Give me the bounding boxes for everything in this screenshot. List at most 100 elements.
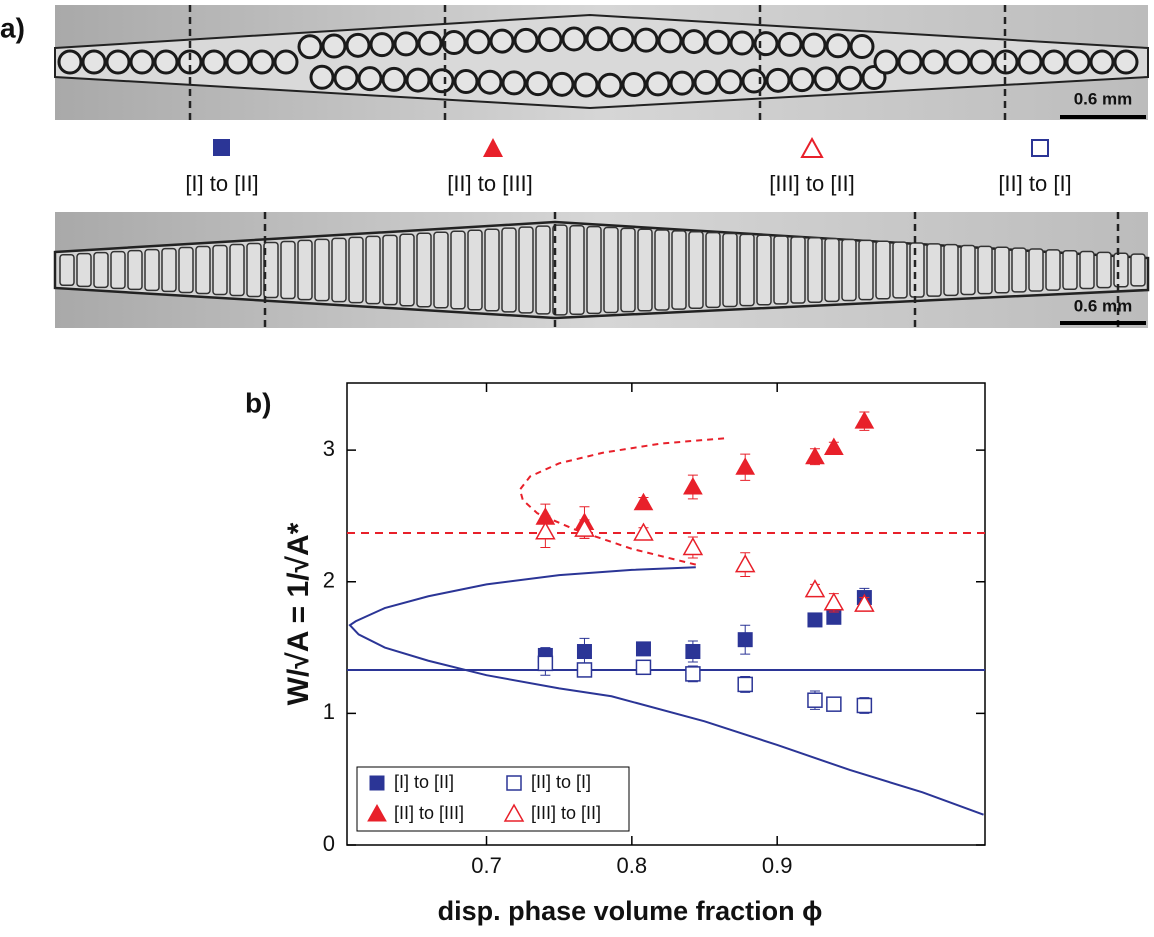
droplet [897,49,923,75]
droplet [549,71,575,97]
cell [909,242,925,298]
droplet [849,34,875,60]
droplet [249,49,275,75]
x-tick-label: 0.7 [471,853,502,878]
cell [348,236,364,304]
y-tick-label: 1 [323,699,335,724]
cell [331,237,347,303]
droplet [381,66,407,92]
legend-box [356,766,630,832]
droplet [1089,49,1115,75]
cell [450,230,466,310]
data-point [633,492,654,511]
droplet [801,32,827,58]
droplet [969,49,995,75]
droplet [621,72,647,98]
cell [960,244,976,296]
cell [926,243,942,297]
droplet [1041,49,1067,75]
droplet [825,33,851,59]
cell [1028,248,1044,292]
legend-marker [367,803,387,822]
panel-label: b) [245,387,271,418]
legend-marker [800,136,824,158]
legend-marker [213,139,230,156]
y-tick-label: 3 [323,436,335,461]
legend-marker [369,775,385,791]
data-point [537,655,554,672]
legend: [I] to [II] [II] to [III] [II] to [I] [III]… [356,766,630,832]
droplet [585,26,611,52]
cell [76,252,92,288]
cell [994,246,1010,294]
y-tick-label: 2 [323,568,335,593]
cell [110,250,126,290]
cell [399,233,415,307]
cell [807,237,823,303]
cell [246,242,262,298]
cell [161,247,177,293]
data-point [576,644,592,660]
droplet [561,26,587,52]
data-point [734,554,756,573]
data-point [685,666,701,682]
cell [1011,247,1027,293]
cell [229,243,245,297]
data-point [805,446,825,465]
droplet [753,31,779,57]
droplet [837,65,863,91]
droplet [405,67,431,93]
legend-marker [483,138,503,157]
droplet [105,49,131,75]
legend-label: [I] to [II] [394,772,454,792]
cell [671,230,687,310]
legend-row: [I] to [II] [II] to [III] [III] to [II] … [185,136,1072,196]
droplet [429,68,455,94]
droplet [465,29,491,55]
cell [127,249,143,291]
data-point [635,641,651,657]
droplet [225,49,251,75]
droplet [537,27,563,53]
dashed-markers [263,212,1120,328]
droplet [921,49,947,75]
droplet [81,49,107,75]
droplet [993,49,1019,75]
scale-label: 0.6 mm [1074,296,1133,315]
droplet [717,69,743,95]
legend-marker [1031,139,1049,157]
plot: 0.7 0.8 0.9 0 1 2 3 [I] to [II] [II] to [III] [II… [323,382,986,878]
droplet [453,68,479,94]
cell [1062,249,1078,291]
cell [1079,250,1095,290]
droplet [513,27,539,53]
cell [773,235,789,305]
cell [501,227,517,313]
cell [297,239,313,301]
droplet [813,66,839,92]
data-point [683,476,703,495]
cell [314,238,330,302]
droplet [489,28,515,54]
data-point [737,676,753,693]
data-point [807,692,823,708]
data-point [535,521,556,540]
droplet [705,29,731,55]
cell [705,231,721,309]
cell [382,234,398,306]
droplet [1017,49,1043,75]
cell [59,253,75,287]
cell [263,241,279,299]
cell [943,243,959,297]
droplet [369,32,395,58]
droplet [1113,49,1139,75]
droplet [729,30,755,56]
cell [637,228,653,312]
cell [280,240,296,300]
droplet [417,30,443,56]
cell [212,244,228,296]
cell [875,240,891,300]
data-point [854,411,875,429]
cell [739,233,755,307]
